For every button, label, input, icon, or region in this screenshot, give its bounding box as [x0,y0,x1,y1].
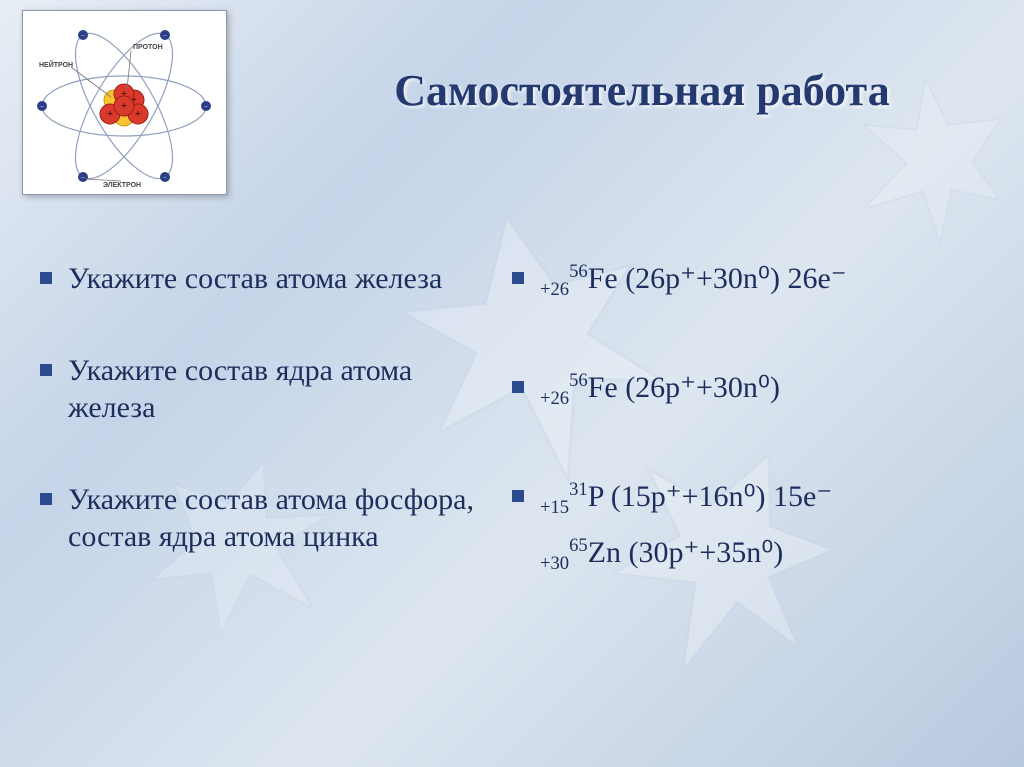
bullet-icon [40,493,52,505]
list-item: +2656Fe (26p⁺+30n⁰) [512,369,964,410]
question-text: Укажите состав атома железа [68,260,442,298]
atom-diagram: − − − − − − + + + + + ПРОТОН НЕЙТРОН ЭЛЕ… [22,10,227,195]
answer-formula: +2656Fe (26p⁺+30n⁰) 26e⁻ [540,260,847,301]
questions-column: Укажите состав атома железа Укажите сост… [40,260,512,737]
svg-text:+: + [107,109,113,120]
question-text: Укажите состав ядра атома железа [68,352,492,427]
list-item: Укажите состав атома фосфора, состав ядр… [40,481,492,556]
svg-text:−: − [163,32,167,40]
svg-text:−: − [40,103,44,111]
svg-text:+: + [121,101,127,112]
bullet-icon [512,490,524,502]
list-item: +3065Zn (30p⁺+35n⁰) [512,534,964,575]
list-item: Укажите состав атома железа [40,260,492,298]
svg-text:+: + [135,109,141,120]
content-columns: Укажите состав атома железа Укажите сост… [40,260,984,737]
bullet-icon [512,272,524,284]
list-item: Укажите состав ядра атома железа [40,352,492,427]
list-item: +1531P (15p⁺+16n⁰) 15e⁻ [512,478,964,519]
svg-text:−: − [81,174,85,182]
neutron-label: НЕЙТРОН [39,60,73,69]
answer-formula: +2656Fe (26p⁺+30n⁰) [540,369,780,410]
electron-label: ЭЛЕКТРОН [103,182,141,189]
bullet-icon [512,381,524,393]
proton-label: ПРОТОН [133,44,163,51]
answer-formula: +1531P (15p⁺+16n⁰) 15e⁻ [540,478,832,519]
bullet-icon [40,272,52,284]
svg-text:−: − [204,103,208,111]
svg-text:−: − [163,174,167,182]
question-text: Укажите состав атома фосфора, состав ядр… [68,481,492,556]
list-item: +2656Fe (26p⁺+30n⁰) 26e⁻ [512,260,964,301]
bullet-icon [40,364,52,376]
svg-text:−: − [81,32,85,40]
answers-column: +2656Fe (26p⁺+30n⁰) 26e⁻ +2656Fe (26p⁺+3… [512,260,984,737]
answer-formula: +3065Zn (30p⁺+35n⁰) [540,534,783,575]
slide-title: Самостоятельная работа [290,65,994,116]
